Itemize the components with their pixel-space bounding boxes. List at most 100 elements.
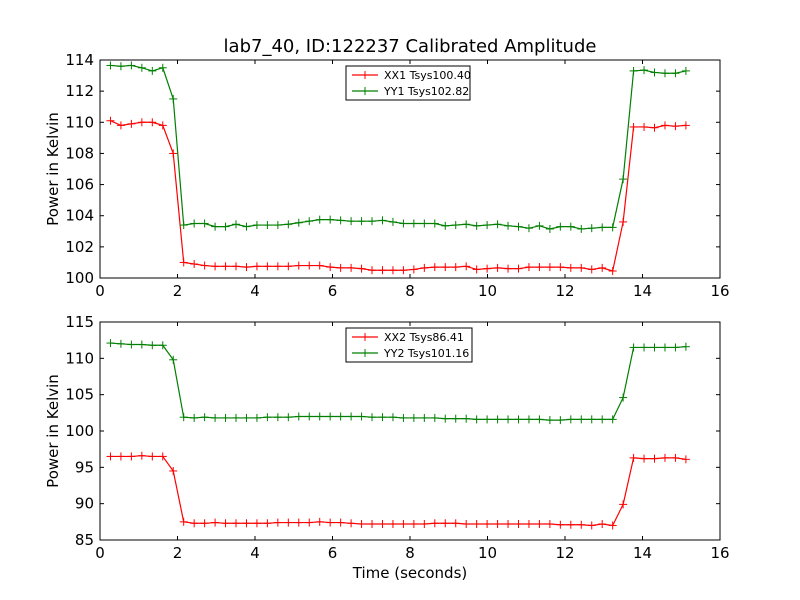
data-point-marker: [211, 262, 220, 271]
data-point-marker: [514, 264, 523, 273]
data-point-marker: [598, 520, 607, 529]
data-point-marker: [493, 415, 502, 424]
data-point-marker: [158, 452, 167, 461]
data-point-marker: [535, 221, 544, 230]
data-point-marker: [524, 520, 533, 529]
data-point-marker: [284, 262, 293, 271]
data-point-marker: [137, 451, 146, 460]
data-point-marker: [598, 263, 607, 272]
data-point-marker: [347, 412, 356, 421]
data-point-marker: [681, 455, 690, 464]
data-point-marker: [430, 413, 439, 422]
data-point-marker: [514, 415, 523, 424]
data-point-marker: [566, 263, 575, 272]
data-point-marker: [378, 216, 387, 225]
data-point-marker: [116, 452, 125, 461]
data-point-marker: [242, 263, 251, 272]
data-point-marker: [566, 222, 575, 231]
data-point-marker: [263, 413, 272, 422]
y-axis-label: Power in Kelvin: [44, 112, 62, 226]
top-subplot: 0 2 4 6 8 10 12 14 16 100 102 104 106 108 110 112 114 lab…: [44, 36, 730, 300]
x-tick-label: 16: [710, 282, 729, 300]
data-point-marker: [608, 521, 617, 530]
data-point-marker: [556, 416, 565, 425]
data-point-marker: [378, 266, 387, 275]
data-point-marker: [315, 517, 324, 526]
data-point-marker: [190, 413, 199, 422]
data-point-marker: [660, 69, 669, 78]
data-point-marker: [368, 217, 377, 226]
data-point-marker: [388, 520, 397, 529]
data-point-marker: [169, 466, 178, 475]
y-tick-label: 90: [75, 495, 94, 513]
data-point-marker: [430, 263, 439, 272]
data-point-marker: [535, 415, 544, 424]
y-tick-label: 100: [65, 269, 94, 287]
data-point-marker: [629, 66, 638, 75]
data-point-marker: [169, 355, 178, 364]
data-point-marker: [587, 265, 596, 274]
data-point-marker: [493, 220, 502, 229]
data-point-marker: [158, 121, 167, 130]
data-point-marker: [158, 63, 167, 72]
data-point-marker: [598, 415, 607, 424]
data-point-marker: [242, 519, 251, 528]
data-point-marker: [190, 219, 199, 228]
data-point-marker: [451, 221, 460, 230]
data-point-marker: [566, 520, 575, 529]
data-point-marker: [252, 221, 261, 230]
data-point-marker: [221, 413, 230, 422]
data-point-marker: [263, 221, 272, 230]
data-point-marker: [660, 121, 669, 130]
data-point-marker: [106, 61, 115, 70]
data-point-marker: [211, 413, 220, 422]
data-point-marker: [305, 261, 314, 270]
data-point-marker: [420, 219, 429, 228]
y-tick-label: 105: [65, 386, 94, 404]
data-point-marker: [483, 221, 492, 230]
data-point-marker: [148, 66, 157, 75]
data-point-marker: [640, 66, 649, 75]
data-point-marker: [556, 520, 565, 529]
data-point-marker: [347, 519, 356, 528]
data-point-marker: [430, 219, 439, 228]
x-tick-label: 10: [478, 282, 497, 300]
x-tick-label: 0: [95, 282, 105, 300]
data-point-marker: [116, 62, 125, 71]
data-point-marker: [106, 339, 115, 348]
data-point-marker: [587, 224, 596, 233]
data-point-marker: [483, 415, 492, 424]
data-point-marker: [116, 121, 125, 130]
data-point-marker: [483, 264, 492, 273]
data-point-marker: [451, 519, 460, 528]
data-point-marker: [420, 263, 429, 272]
data-point-marker: [137, 63, 146, 72]
data-point-marker: [493, 263, 502, 272]
data-point-marker: [619, 500, 628, 509]
data-point-marker: [200, 219, 209, 228]
x-tick-label: 2: [173, 282, 183, 300]
data-point-marker: [504, 520, 513, 529]
y-tick-label: 112: [65, 82, 94, 100]
data-point-marker: [566, 415, 575, 424]
data-point-marker: [640, 454, 649, 463]
data-point-marker: [472, 520, 481, 529]
data-point-marker: [357, 520, 366, 529]
data-point-marker: [420, 520, 429, 529]
data-point-marker: [619, 217, 628, 226]
data-point-marker: [106, 116, 115, 125]
data-point-marker: [399, 219, 408, 228]
data-point-marker: [577, 415, 586, 424]
x-tick-label: 12: [555, 282, 574, 300]
data-point-marker: [368, 266, 377, 275]
y-tick-label: 104: [65, 207, 94, 225]
data-point-marker: [472, 415, 481, 424]
data-point-marker: [368, 520, 377, 529]
data-point-marker: [545, 224, 554, 233]
data-point-marker: [451, 263, 460, 272]
y-tick-label: 106: [65, 176, 94, 194]
data-point-marker: [409, 219, 418, 228]
bottom-subplot: 0 2 4 6 8 10 12 14 16 85 90 95 100 105 110 115 Time (sec…: [44, 313, 730, 582]
x-tick-label: 10: [478, 544, 497, 562]
y-tick-label: 114: [65, 51, 94, 69]
